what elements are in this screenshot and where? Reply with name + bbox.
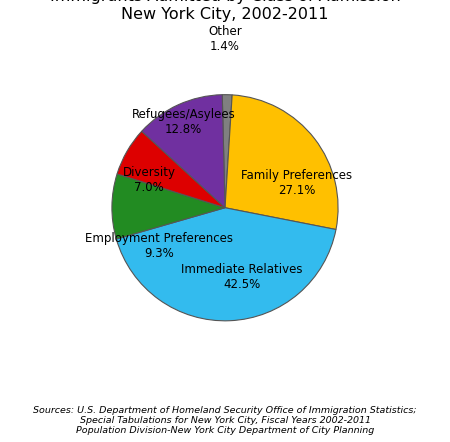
Wedge shape: [112, 174, 225, 239]
Wedge shape: [142, 95, 225, 208]
Title: Immigrants Admitted by Class of Admission
New York City, 2002-2011: Immigrants Admitted by Class of Admissio…: [50, 0, 400, 22]
Text: Refugees/Asylees
12.8%: Refugees/Asylees 12.8%: [132, 108, 235, 136]
Wedge shape: [222, 95, 232, 208]
Wedge shape: [117, 131, 225, 208]
Text: Sources: U.S. Department of Homeland Security Office of Immigration Statistics;
: Sources: U.S. Department of Homeland Sec…: [33, 406, 417, 435]
Text: Diversity
7.0%: Diversity 7.0%: [123, 166, 176, 194]
Text: Family Preferences
27.1%: Family Preferences 27.1%: [241, 169, 352, 197]
Wedge shape: [117, 208, 336, 321]
Text: Other
1.4%: Other 1.4%: [208, 26, 242, 53]
Wedge shape: [225, 95, 338, 229]
Text: Employment Preferences
9.3%: Employment Preferences 9.3%: [85, 232, 233, 260]
Text: Immediate Relatives
42.5%: Immediate Relatives 42.5%: [181, 263, 302, 291]
